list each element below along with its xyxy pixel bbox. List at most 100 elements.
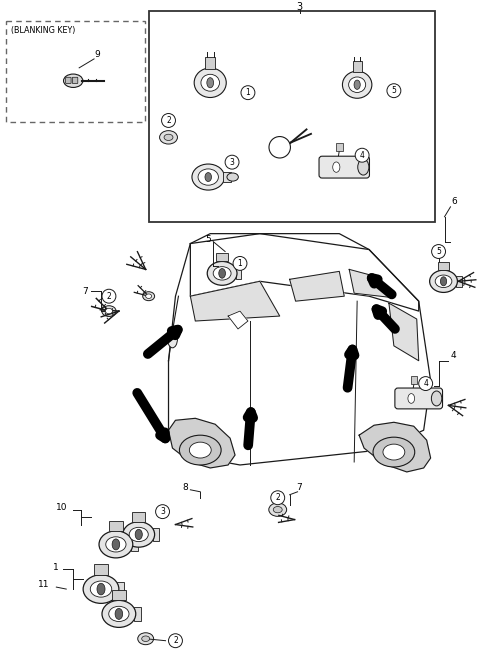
Text: 2: 2 bbox=[276, 493, 280, 502]
Ellipse shape bbox=[205, 172, 212, 181]
Bar bbox=[132, 512, 145, 522]
Ellipse shape bbox=[180, 435, 221, 465]
Circle shape bbox=[168, 634, 182, 648]
Ellipse shape bbox=[441, 277, 447, 286]
Bar bbox=[112, 590, 126, 601]
Text: 9: 9 bbox=[94, 50, 100, 60]
Ellipse shape bbox=[146, 294, 152, 299]
Polygon shape bbox=[389, 303, 419, 361]
Circle shape bbox=[355, 148, 369, 162]
Text: 3: 3 bbox=[297, 2, 302, 12]
Text: 3: 3 bbox=[229, 158, 235, 166]
Text: 1: 1 bbox=[53, 563, 59, 572]
Ellipse shape bbox=[354, 80, 360, 89]
Ellipse shape bbox=[109, 607, 129, 622]
Ellipse shape bbox=[190, 442, 211, 458]
Ellipse shape bbox=[129, 527, 148, 542]
Bar bbox=[438, 262, 449, 270]
Polygon shape bbox=[168, 234, 431, 465]
Bar bbox=[149, 11, 434, 222]
Text: 11: 11 bbox=[37, 580, 49, 589]
FancyBboxPatch shape bbox=[66, 77, 71, 83]
Text: 3: 3 bbox=[160, 507, 165, 516]
Bar bbox=[336, 143, 343, 151]
Ellipse shape bbox=[269, 503, 287, 516]
Ellipse shape bbox=[194, 68, 226, 98]
Text: 7: 7 bbox=[297, 483, 302, 493]
Bar bbox=[131, 538, 138, 551]
Ellipse shape bbox=[106, 309, 112, 314]
Bar bbox=[117, 582, 124, 596]
Text: 4: 4 bbox=[360, 151, 364, 160]
Circle shape bbox=[233, 257, 247, 271]
Ellipse shape bbox=[201, 74, 219, 91]
Ellipse shape bbox=[164, 134, 173, 140]
Ellipse shape bbox=[207, 78, 214, 88]
Polygon shape bbox=[191, 281, 280, 321]
Circle shape bbox=[102, 290, 116, 303]
Ellipse shape bbox=[342, 71, 372, 98]
Text: 2: 2 bbox=[166, 116, 171, 125]
Text: 5: 5 bbox=[205, 235, 211, 244]
Polygon shape bbox=[349, 269, 389, 297]
Bar bbox=[216, 253, 228, 261]
Text: 8: 8 bbox=[182, 483, 188, 493]
Ellipse shape bbox=[373, 437, 415, 467]
Circle shape bbox=[419, 377, 432, 390]
Ellipse shape bbox=[97, 583, 105, 595]
Circle shape bbox=[241, 86, 255, 100]
Text: 4: 4 bbox=[423, 379, 428, 388]
Text: 5: 5 bbox=[436, 247, 441, 256]
FancyBboxPatch shape bbox=[6, 21, 144, 122]
Ellipse shape bbox=[63, 74, 83, 88]
Text: 2: 2 bbox=[173, 636, 178, 645]
Text: (BLANKING KEY): (BLANKING KEY) bbox=[11, 26, 75, 35]
Ellipse shape bbox=[333, 162, 340, 172]
Ellipse shape bbox=[138, 633, 154, 645]
FancyBboxPatch shape bbox=[395, 388, 443, 409]
Bar bbox=[134, 607, 141, 621]
Ellipse shape bbox=[123, 522, 155, 547]
Bar bbox=[94, 564, 108, 575]
Polygon shape bbox=[359, 422, 431, 472]
Text: 1: 1 bbox=[238, 259, 242, 268]
Polygon shape bbox=[228, 311, 248, 329]
Bar bbox=[153, 528, 159, 541]
Text: 6: 6 bbox=[452, 197, 457, 206]
Text: 7: 7 bbox=[82, 287, 88, 295]
Circle shape bbox=[225, 155, 239, 169]
Circle shape bbox=[271, 491, 285, 505]
Circle shape bbox=[269, 136, 290, 158]
Bar bbox=[236, 267, 241, 279]
Bar bbox=[352, 62, 362, 72]
Ellipse shape bbox=[213, 267, 231, 280]
Ellipse shape bbox=[106, 537, 126, 552]
Polygon shape bbox=[191, 234, 419, 311]
Ellipse shape bbox=[198, 169, 218, 185]
Ellipse shape bbox=[102, 306, 116, 316]
Bar bbox=[411, 376, 417, 384]
Text: 1: 1 bbox=[246, 88, 250, 97]
Ellipse shape bbox=[83, 575, 119, 603]
Bar bbox=[205, 58, 215, 69]
Polygon shape bbox=[168, 419, 235, 468]
Bar bbox=[223, 172, 231, 182]
Ellipse shape bbox=[227, 173, 239, 181]
Ellipse shape bbox=[383, 444, 405, 460]
Ellipse shape bbox=[408, 394, 415, 403]
Circle shape bbox=[162, 113, 176, 128]
Ellipse shape bbox=[219, 269, 226, 278]
Ellipse shape bbox=[348, 77, 366, 92]
Ellipse shape bbox=[358, 159, 369, 175]
Ellipse shape bbox=[135, 529, 142, 540]
Ellipse shape bbox=[112, 539, 120, 550]
Ellipse shape bbox=[115, 608, 123, 620]
Ellipse shape bbox=[430, 270, 457, 292]
Bar bbox=[109, 521, 123, 531]
Circle shape bbox=[156, 505, 169, 519]
Ellipse shape bbox=[192, 164, 225, 190]
Text: 5: 5 bbox=[392, 86, 396, 95]
Ellipse shape bbox=[432, 391, 442, 406]
Ellipse shape bbox=[273, 506, 282, 513]
Ellipse shape bbox=[207, 261, 237, 286]
